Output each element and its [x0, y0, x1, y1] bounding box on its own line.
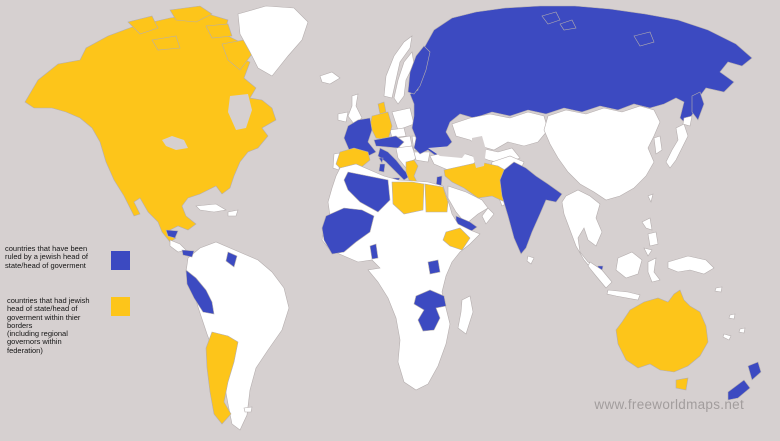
- region-borneo: [615, 251, 643, 279]
- legend-swatch-blue: [111, 251, 130, 270]
- region-hispaniola: [227, 209, 239, 217]
- region-philippines-luzon: [641, 217, 653, 231]
- legend-line: ruled by a jewish head of: [5, 252, 88, 262]
- legend-line: goverment within thier: [7, 312, 81, 322]
- region-zambia-zimbabwe: [413, 289, 447, 332]
- region-india: [499, 161, 563, 255]
- region-greece: [405, 159, 419, 183]
- legend-line: (including regional: [7, 329, 68, 339]
- region-honduras: [165, 229, 179, 239]
- region-falkland-islands: [243, 406, 253, 413]
- legend-line: countries that had jewish: [7, 296, 90, 305]
- region-cuba: [195, 203, 227, 213]
- region-japan: [665, 123, 689, 169]
- region-germany: [369, 111, 393, 141]
- region-caspian-sea: [472, 136, 486, 168]
- region-java: [606, 289, 641, 301]
- region-madagascar: [457, 295, 474, 335]
- legend-line: head of state/head of: [7, 304, 78, 314]
- region-algeria: [343, 171, 391, 213]
- region-arctic-island-2: [169, 5, 213, 23]
- region-poland: [391, 107, 415, 131]
- region-south-america: [185, 241, 290, 431]
- region-czechia-slovakia: [389, 127, 407, 139]
- region-china-mongolia: [543, 105, 661, 201]
- region-sumatra: [587, 261, 613, 289]
- region-ethiopia: [442, 227, 471, 251]
- region-argentina: [205, 331, 239, 425]
- region-great-lakes: [162, 136, 188, 150]
- legend-label-yellow: countries that had jewish head of state/…: [7, 296, 111, 355]
- region-uganda: [427, 259, 441, 275]
- region-spain: [335, 147, 371, 173]
- region-libya: [391, 181, 425, 215]
- region-norway: [383, 35, 413, 99]
- region-switzerland-austria: [373, 135, 405, 149]
- region-denmark: [377, 101, 387, 115]
- region-korea: [653, 135, 663, 155]
- region-baffin-island: [221, 39, 253, 71]
- region-new-caledonia: [722, 333, 732, 341]
- watermark: www.freeworldmaps.net: [594, 397, 744, 412]
- region-arctic-russia-island: [559, 19, 577, 31]
- region-tasmania: [675, 377, 689, 391]
- region-france: [343, 117, 377, 159]
- legend-line: state/head of goverment: [5, 260, 86, 270]
- region-iceland: [319, 71, 341, 85]
- legend-line: governors within: [7, 337, 62, 347]
- region-sulawesi: [647, 257, 661, 283]
- legend-label-blue: countries that have been ruled by a jewi…: [5, 244, 109, 270]
- legend-swatch-yellow: [111, 297, 130, 316]
- region-fiji-pacific-island-1: [728, 313, 736, 320]
- region-north-america: [24, 12, 277, 243]
- region-egypt: [424, 183, 449, 213]
- region-sri-lanka: [526, 255, 535, 265]
- region-sardinia: [378, 163, 386, 173]
- region-arctic-island-3: [205, 23, 233, 39]
- region-panama: [181, 249, 195, 258]
- region-black-sea: [428, 146, 468, 158]
- region-peru: [185, 269, 215, 315]
- legend-line: federation): [7, 345, 43, 355]
- region-kazakhstan: [451, 111, 549, 151]
- region-saudi-arabia: [447, 185, 489, 225]
- region-myanmar-thailand-indochina: [561, 189, 603, 273]
- region-bulgaria: [413, 151, 431, 163]
- region-solomon-islands: [714, 286, 723, 293]
- region-hokkaido: [682, 115, 693, 127]
- region-new-zealand-south-island: [727, 379, 751, 401]
- region-finland: [407, 45, 431, 95]
- region-togo-benin: [369, 243, 379, 260]
- region-arctic-island-1: [127, 15, 159, 35]
- region-corsica: [378, 157, 384, 164]
- region-philippines-visayas: [647, 231, 659, 247]
- region-new-guinea: [667, 255, 715, 275]
- region-novaya-zemlya: [541, 11, 561, 25]
- region-russia-ukraine-belarus: [409, 5, 753, 157]
- legend-line: borders: [7, 320, 33, 330]
- region-arctic-island-4: [151, 35, 181, 51]
- region-greenland: [237, 5, 309, 77]
- region-sakhalin: [691, 91, 705, 121]
- region-ireland: [337, 111, 349, 123]
- region-oman: [481, 207, 495, 225]
- region-mauritania-mali-senegal-guinea: [321, 207, 375, 255]
- region-guyana: [225, 251, 238, 268]
- legend-line: countries that have been: [5, 244, 88, 253]
- region-hudson-bay: [228, 94, 252, 130]
- region-new-zealand-north-island: [747, 361, 762, 381]
- region-australia: [615, 289, 709, 373]
- region-taiwan: [647, 193, 654, 203]
- region-philippines-mindanao: [643, 247, 653, 257]
- region-pacific-island-2: [738, 327, 746, 334]
- region-severnaya-zemlya: [633, 31, 655, 47]
